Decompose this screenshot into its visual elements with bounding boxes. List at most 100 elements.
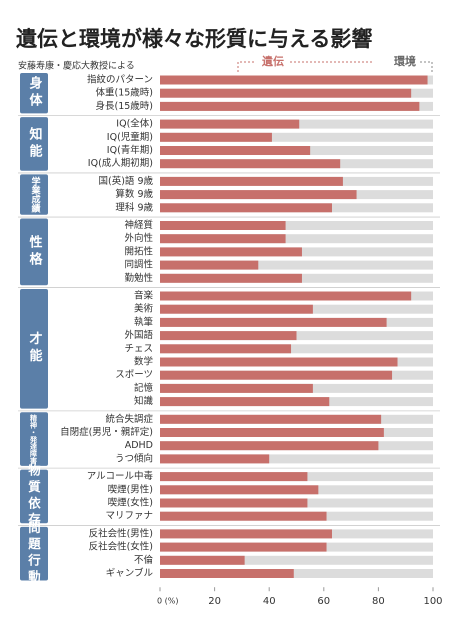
category-label: 執筆	[134, 316, 154, 328]
bar	[160, 159, 341, 169]
category-label: 喫煙(女性)	[108, 497, 153, 509]
bar	[160, 75, 428, 85]
category-label: 外国語	[124, 329, 153, 341]
category-label: 反社会性(男性)	[89, 527, 153, 539]
group-box	[20, 218, 48, 286]
bar	[160, 555, 245, 565]
chart-subtitle: 安藤寿康・慶応大教授による	[18, 60, 135, 72]
bar	[160, 203, 332, 213]
bar-track	[160, 221, 433, 230]
bar	[160, 101, 420, 111]
bar	[160, 304, 313, 314]
bar	[160, 260, 259, 270]
group-box	[20, 469, 48, 524]
category-label: 外向性	[124, 232, 153, 244]
group-label: 問題行動	[27, 521, 42, 587]
bar	[160, 569, 294, 578]
category-label: 開拓性	[124, 245, 153, 257]
x-tick-label: 0 (%)	[157, 597, 178, 606]
group-box	[20, 73, 48, 114]
category-label: 理科 9歳	[115, 201, 153, 213]
legend-bracket	[237, 61, 256, 72]
category-label: 記憶	[134, 382, 154, 394]
bar	[160, 132, 272, 142]
category-label: 国(英)語 9歳	[99, 175, 154, 187]
x-tick-label: 60	[317, 596, 330, 607]
category-label: 同調性	[124, 259, 153, 271]
category-label: スポーツ	[115, 370, 153, 381]
bar	[160, 441, 379, 451]
category-label: アルコール中毒	[87, 470, 154, 482]
category-label: 反社会性(女性)	[89, 541, 153, 553]
group-label: 身体	[27, 76, 43, 111]
bar	[160, 428, 384, 437]
legend-label: 遺伝	[261, 54, 284, 68]
category-label: 神経質	[124, 219, 153, 231]
category-label: 身長(15歳時)	[95, 100, 153, 112]
category-label: 指紋のパターン	[87, 74, 153, 86]
category-label: IQ(全体)	[116, 118, 153, 130]
category-label: 体重(15歳時)	[95, 87, 153, 99]
group-box	[20, 289, 48, 409]
bar-track	[160, 555, 433, 565]
bar	[160, 317, 387, 327]
bar-track	[160, 454, 433, 464]
bar-track	[160, 260, 433, 270]
group-box	[20, 526, 48, 581]
bar	[160, 331, 297, 341]
bar	[160, 88, 412, 98]
group-label: 性格	[27, 234, 43, 269]
category-label: 算数 9歳	[115, 188, 153, 200]
bar	[160, 221, 286, 230]
x-tick-label: 100	[423, 596, 442, 607]
bar	[160, 529, 332, 539]
category-label: 知識	[134, 395, 154, 407]
category-label: 音楽	[134, 290, 154, 302]
group-label: 学業成績	[29, 175, 42, 213]
bar	[160, 511, 327, 521]
bar-track	[160, 132, 433, 142]
group-box	[20, 117, 48, 171]
bar	[160, 498, 308, 508]
category-label: ギャンブル	[106, 567, 154, 579]
category-label: 美術	[134, 303, 154, 315]
bar	[160, 485, 319, 495]
bar	[160, 472, 308, 482]
group-label: 物質依存	[27, 463, 42, 530]
x-tick-label: 20	[208, 596, 221, 607]
bar	[160, 176, 343, 186]
group-box	[20, 174, 48, 215]
bar	[160, 542, 327, 552]
bar-track	[160, 344, 433, 354]
category-label: 不倫	[134, 554, 154, 566]
bar	[160, 273, 302, 283]
legend-bracket	[420, 61, 433, 72]
x-tick-label: 40	[263, 596, 276, 607]
group-label: 精神・発達障害	[29, 414, 38, 465]
category-label: 自閉症(男児・親評定)	[60, 426, 153, 438]
bar	[160, 291, 412, 301]
category-label: ADHD	[125, 440, 153, 451]
category-label: IQ(児童期)	[107, 131, 153, 143]
bar	[160, 414, 382, 424]
category-label: IQ(青年期)	[107, 144, 153, 156]
group-box	[20, 412, 48, 466]
category-label: マリファナ	[105, 511, 153, 522]
chart-title: 遺伝と環境が様々な形質に与える影響	[16, 27, 372, 51]
bar	[160, 146, 311, 155]
bar	[160, 397, 330, 407]
bar-track	[160, 234, 433, 244]
category-label: チェス	[124, 343, 153, 354]
bar	[160, 357, 398, 367]
bar	[160, 383, 313, 393]
bar-track	[160, 569, 433, 578]
category-label: うつ傾向	[115, 452, 153, 464]
x-tick-label: 80	[372, 596, 385, 607]
category-label: 数学	[134, 356, 153, 368]
bar	[160, 119, 300, 129]
category-label: 喫煙(男性)	[108, 483, 153, 495]
category-label: 統合失調症	[105, 413, 153, 425]
category-label: 勤勉性	[124, 272, 153, 284]
legend-label: 環境	[394, 54, 416, 68]
